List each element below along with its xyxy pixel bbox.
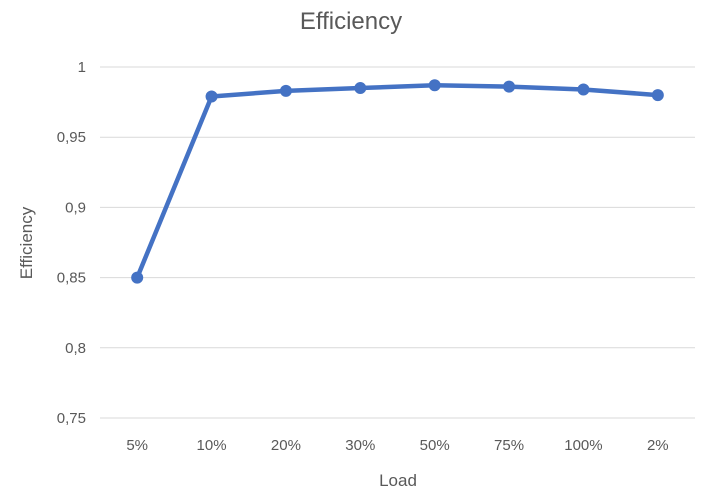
x-tick-label: 20% (271, 437, 301, 454)
data-point (428, 79, 441, 92)
x-tick-label: 100% (564, 437, 602, 454)
series-group (131, 79, 664, 284)
data-point (354, 82, 367, 95)
y-axis-title: Efficiency (17, 206, 36, 279)
y-gridlines (100, 66, 695, 419)
data-point (205, 90, 218, 103)
chart-title: Efficiency (300, 8, 402, 35)
x-tick-labels: 5% 10% 20% 30% 50% 75% 100% 2% (126, 437, 668, 454)
y-tick-labels: 0,75 0,8 0,85 0,9 0,95 1 (57, 59, 86, 427)
x-tick-label: 5% (126, 437, 148, 454)
y-tick-label: 0,85 (57, 270, 86, 287)
x-tick-label: 75% (494, 437, 524, 454)
data-point (577, 83, 590, 96)
data-point (651, 89, 664, 102)
y-tick-label: 0,8 (65, 340, 86, 357)
y-tick-label: 1 (78, 59, 86, 76)
data-point (503, 80, 516, 93)
x-tick-label: 30% (345, 437, 375, 454)
x-tick-label: 50% (420, 437, 450, 454)
y-tick-label: 0,75 (57, 410, 86, 427)
x-tick-label: 10% (197, 437, 227, 454)
y-tick-label: 0,95 (57, 129, 86, 146)
y-tick-label: 0,9 (65, 199, 86, 216)
x-tick-label: 2% (647, 437, 669, 454)
series-line (134, 83, 661, 280)
x-axis-title: Load (379, 471, 417, 490)
data-point (131, 271, 144, 284)
data-point (279, 84, 292, 97)
